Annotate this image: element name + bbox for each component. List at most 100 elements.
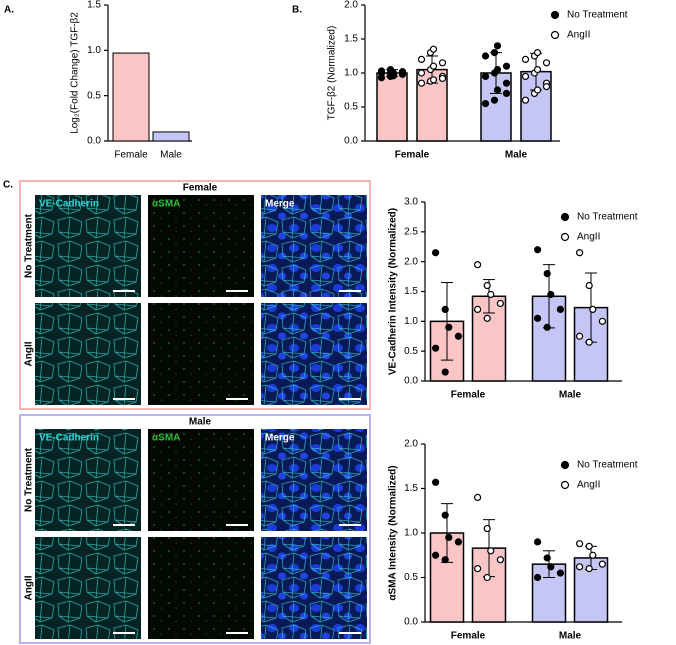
data-point (556, 305, 565, 313)
data-point (481, 72, 490, 81)
channel-label: VE-Cadherin (39, 433, 99, 444)
micrograph-cells (261, 303, 367, 405)
y-tick-label: 1.0 (404, 316, 418, 327)
row-label: AngII (24, 341, 35, 366)
y-tick-label: 1.5 (404, 483, 418, 494)
data-point (575, 540, 584, 548)
data-point (490, 96, 499, 104)
micrograph-cells (35, 537, 141, 639)
data-point (521, 72, 530, 81)
data-point (542, 59, 551, 67)
data-point (454, 538, 462, 546)
data-point (585, 281, 593, 290)
data-point (589, 551, 597, 559)
x-tick-label: Male (160, 150, 182, 161)
micrograph-cells (261, 429, 367, 531)
data-point (533, 246, 542, 254)
data-point (481, 52, 490, 60)
data-point (481, 99, 490, 108)
x-tick-label: Female (451, 390, 486, 401)
y-tick-label: 0.5 (344, 102, 358, 113)
channel-label: αSMA (152, 433, 180, 444)
data-point (438, 59, 447, 67)
data-point (429, 62, 438, 70)
data-point (474, 493, 482, 501)
micrograph-speck (148, 303, 254, 405)
data-point (533, 573, 542, 582)
data-point (487, 547, 495, 555)
data-point (556, 569, 565, 577)
y-axis-title: TGF-β2 (Normalized) (327, 26, 338, 121)
panel-title: Female (183, 183, 218, 194)
y-tick-label: 1.5 (404, 286, 418, 297)
data-point (543, 270, 551, 278)
data-point (483, 524, 491, 533)
data-point (441, 556, 449, 564)
row-label: No Treatment (24, 447, 35, 512)
data-point (490, 48, 499, 57)
micrograph-cells (261, 537, 367, 639)
y-tick-label: 2.0 (404, 439, 418, 450)
data-point (585, 338, 593, 346)
data-point (474, 261, 482, 269)
data-point (493, 42, 502, 50)
data-point (496, 299, 504, 308)
y-tick-label: 1.0 (404, 528, 418, 539)
data-point (533, 48, 542, 57)
micrograph-speck (148, 195, 254, 297)
channel-label: VE-Cadherin (39, 199, 99, 210)
channel-label: Merge (265, 433, 295, 444)
panel-label: B. (292, 5, 302, 16)
legend-marker (550, 30, 560, 40)
y-tick-label: 0.5 (87, 90, 101, 101)
y-axis-title: αSMA Intensity (Normalized) (388, 465, 399, 600)
data-point (483, 314, 491, 322)
data-point (432, 551, 440, 559)
data-point (533, 538, 542, 546)
data-point (432, 478, 440, 486)
y-tick-label: 1.5 (344, 34, 358, 45)
data-point (575, 563, 584, 571)
data-point (496, 556, 504, 564)
data-point (483, 573, 491, 582)
legend-label: No Treatment (567, 10, 628, 21)
x-tick-label: Male (559, 390, 582, 401)
panel-label: C. (3, 180, 13, 191)
x-tick-label: Female (114, 150, 148, 161)
micrograph-cells (35, 429, 141, 531)
data-point (585, 564, 593, 573)
panel-border (19, 180, 371, 410)
data-point (542, 82, 551, 91)
error-bar (441, 282, 453, 361)
y-axis-title: VE-Cadherin Intensity (Normalized) (388, 208, 399, 375)
data-point (398, 68, 407, 76)
data-point (598, 560, 607, 568)
row-label: No Treatment (24, 213, 35, 278)
micrograph-cells (261, 195, 367, 297)
data-point (454, 332, 462, 340)
legend-label: AngII (577, 232, 600, 243)
data-point (543, 554, 551, 562)
data-point (474, 305, 482, 313)
data-point (547, 290, 555, 299)
x-tick-label: Male (505, 150, 528, 161)
data-point (502, 89, 511, 98)
data-point (575, 332, 584, 340)
data-point (432, 344, 440, 352)
data-point (575, 249, 584, 257)
data-point (441, 368, 449, 376)
data-point (438, 74, 447, 83)
data-point (533, 314, 542, 322)
y-tick-label: 1.0 (344, 68, 358, 79)
data-point (547, 563, 555, 571)
panel-label: A. (4, 5, 14, 16)
data-point (417, 69, 426, 77)
y-tick-label: 3.0 (404, 197, 418, 208)
x-tick-label: Female (451, 631, 486, 642)
data-point (543, 323, 551, 331)
y-tick-label: 2.0 (404, 256, 418, 267)
bar (376, 72, 408, 142)
legend-marker (560, 232, 570, 242)
row-label: AngII (24, 575, 35, 600)
